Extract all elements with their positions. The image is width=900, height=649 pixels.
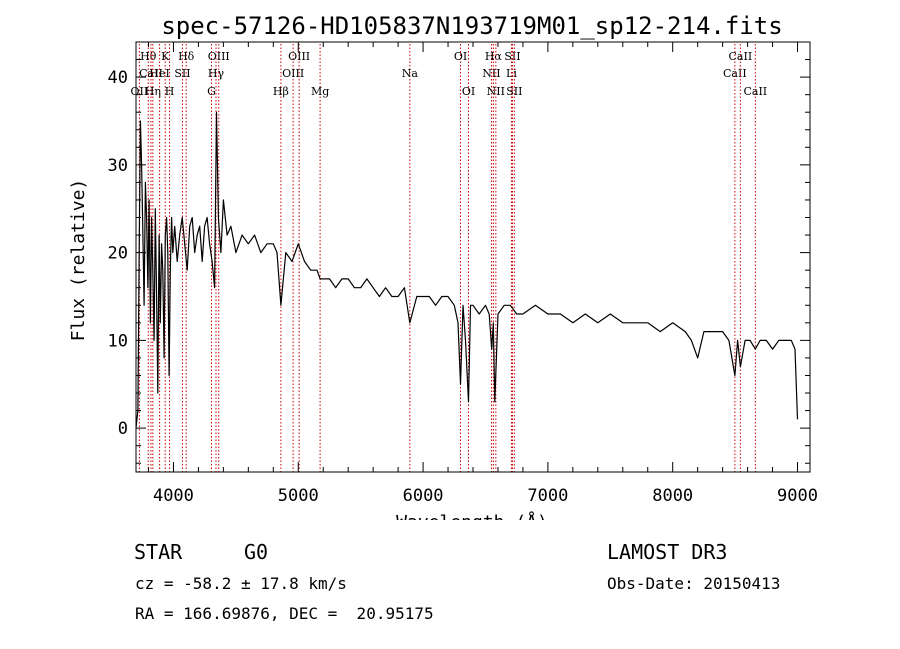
spectral-line-label: Hδ (178, 50, 195, 63)
coordinates: RA = 166.69876, DEC = 20.95175 (135, 604, 434, 623)
spectral-line-label: Hθ (140, 50, 157, 63)
survey-name: LAMOST DR3 (607, 540, 728, 564)
spectral-line-label: Hβ (273, 85, 289, 98)
axis-ticks: 4000 5000 6000 7000 8000 9000 0 10 20 30 40 (108, 41, 818, 506)
spectral-line-label: NII (487, 85, 505, 98)
spectral-line-label: Mg (311, 85, 329, 98)
spectrum-series (135, 111, 799, 429)
y-tick-label: 0 (118, 419, 128, 439)
subclass: G0 (244, 540, 269, 564)
spectral-line-label: OI (462, 85, 475, 98)
y-axis-label: Flux (relative) (68, 179, 89, 342)
chart-title: spec-57126-HD105837N193719M01_sp12-214.f… (161, 12, 782, 40)
y-tick-label: 20 (108, 244, 128, 264)
spectral-line-label: OIII (288, 50, 310, 63)
spectral-line-label: NII (482, 67, 500, 80)
spectral-line-label: Hα (485, 50, 503, 63)
redshift-cz: cz = -58.2 ± 17.8 km/s (135, 574, 347, 593)
obs-date: Obs-Date: 20150413 (607, 574, 781, 593)
y-tick-label: 30 (108, 156, 128, 176)
x-tick-label: 4000 (153, 486, 194, 506)
plot-frame (135, 41, 811, 473)
y-tick-label: 10 (108, 331, 128, 351)
spectral-line-label: H (165, 85, 175, 98)
spectral-line-label: CaII (743, 85, 767, 98)
spectral-line-label: CaII (723, 67, 747, 80)
spectral-line-label: Na (402, 67, 419, 80)
spectral-line-label: OI (454, 50, 467, 63)
spectral-line-label: Hγ (208, 67, 225, 80)
flux-line (135, 111, 799, 429)
x-tick-label: 8000 (652, 486, 693, 506)
spectral-line-label: OIII (208, 50, 230, 63)
spectral-line-label: G (207, 85, 216, 98)
spectral-lines: OII Hθ CaII HeI Hη K H SII Hδ G Hγ OIII Hβ OIII OIII Mg… (131, 44, 767, 472)
y-tick-label: 40 (108, 68, 128, 88)
spectrum-chart: spec-57126-HD105837N193719M01_sp12-214.f… (68, 12, 818, 520)
spectral-line-label: K (161, 50, 170, 63)
spectral-line-label: SII (506, 85, 522, 98)
spectral-line-label: Li (506, 67, 517, 80)
x-tick-label: 5000 (278, 486, 319, 506)
x-tick-label: 7000 (527, 486, 568, 506)
spectral-line-label: OII (131, 85, 149, 98)
spectral-line-label: Hη (145, 85, 161, 98)
spectral-line-label: SII (504, 50, 520, 63)
x-tick-label: 9000 (777, 486, 818, 506)
spectral-line-label: HeI (149, 67, 169, 80)
spectral-line-label: SII (174, 67, 190, 80)
object-class: STAR (134, 540, 183, 564)
spectral-line-label: CaII (729, 50, 753, 63)
x-tick-label: 6000 (403, 486, 444, 506)
spectral-line-label: OIII (282, 67, 304, 80)
x-axis-label: Wavelength (Å) (396, 511, 548, 520)
